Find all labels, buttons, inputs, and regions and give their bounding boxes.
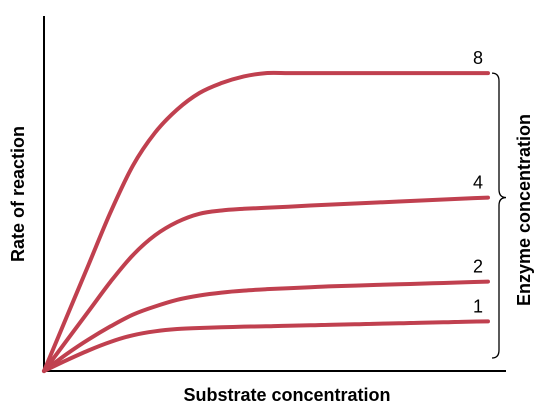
series-labels: 8 4 2 1: [473, 48, 483, 316]
series-label-8: 8: [473, 48, 483, 68]
series-line-4: [42, 195, 490, 373]
bracket-title: Enzyme concentration: [514, 114, 534, 306]
series-line-1: [42, 319, 490, 373]
y-axis-title: Rate of reaction: [8, 126, 28, 262]
series-line-2: [42, 279, 490, 373]
series-label-2: 2: [473, 257, 483, 277]
series-group: [42, 70, 490, 373]
series-line-8: [42, 70, 490, 373]
x-axis-title: Substrate concentration: [183, 385, 390, 405]
enzyme-concentration-brace: [491, 72, 507, 359]
series-label-4: 4: [473, 173, 483, 193]
series-label-1: 1: [473, 296, 483, 316]
